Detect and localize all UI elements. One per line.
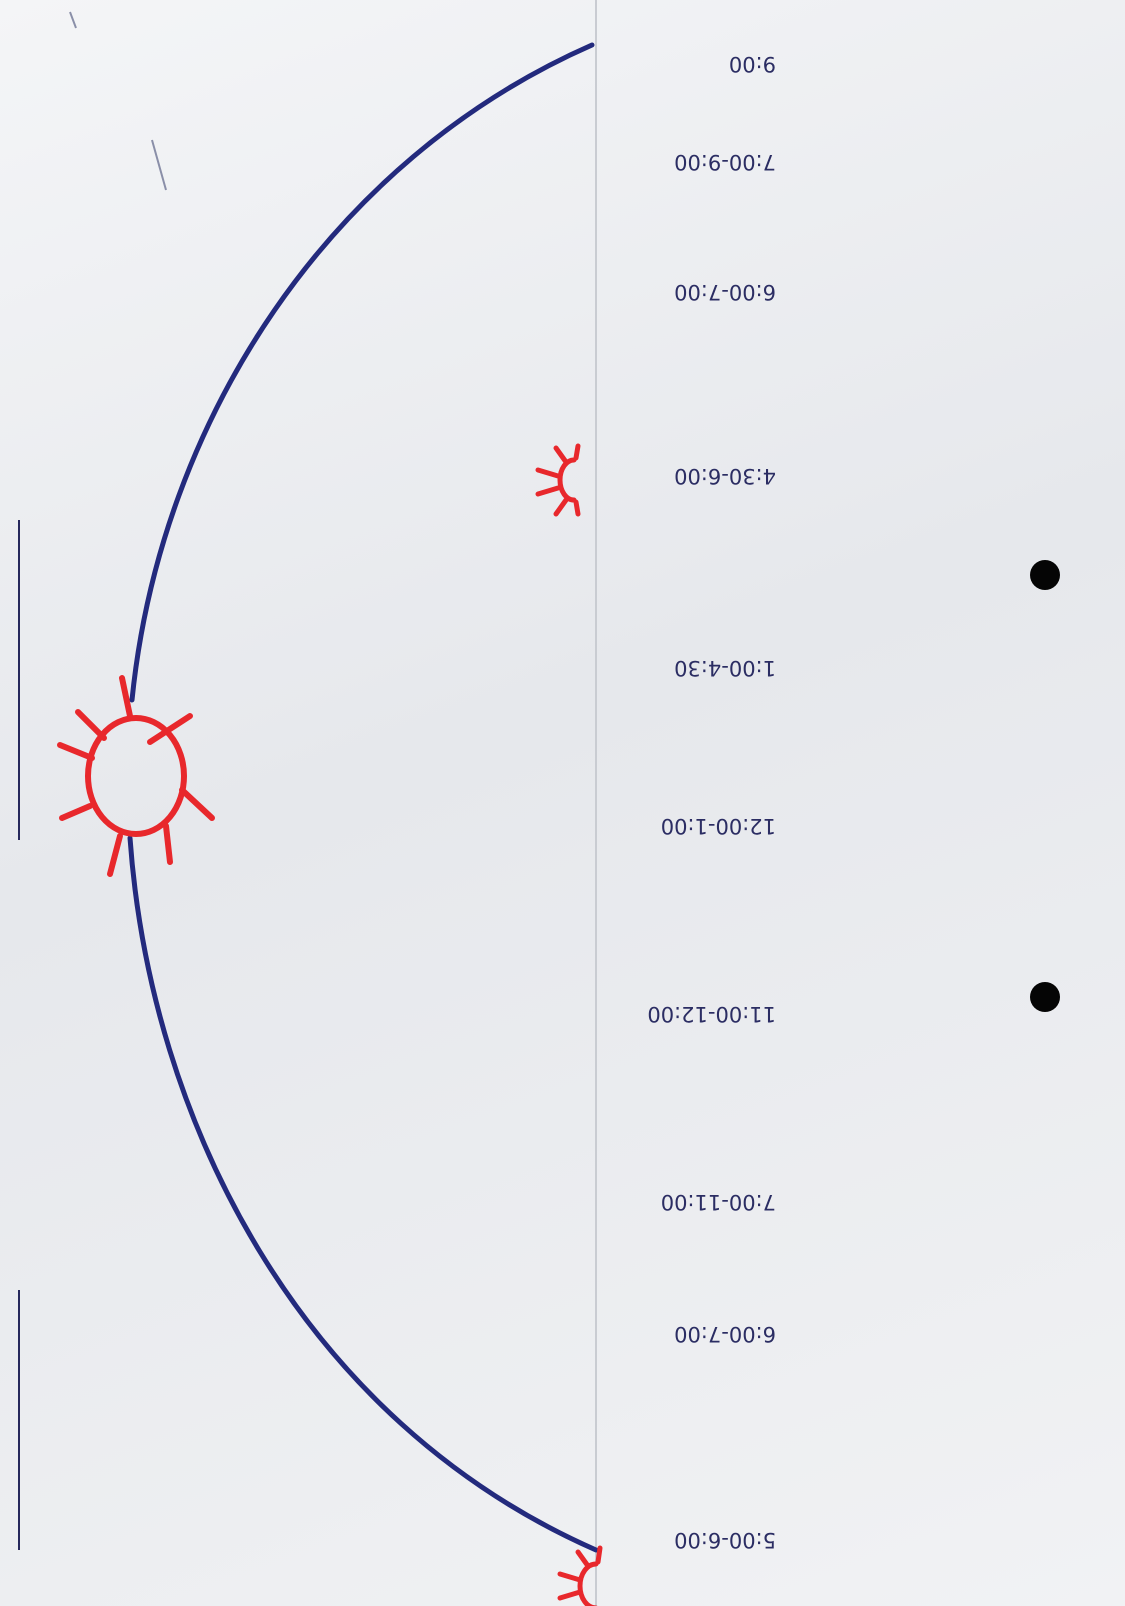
schedule-activity (790, 280, 1070, 310)
stray-pencil-mark (69, 11, 77, 29)
sun-icon (57, 675, 215, 877)
schedule-activity (790, 52, 1070, 82)
schedule-activity (790, 814, 1070, 844)
schedule-activity (790, 1190, 1070, 1220)
schedule-time: 6:00-7:00 (674, 280, 776, 304)
sun-icon (557, 1545, 603, 1606)
punch-hole (1030, 982, 1060, 1012)
sun-icon (535, 443, 581, 517)
side-caption (18, 1290, 80, 1550)
schedule-activity (790, 1002, 1070, 1032)
schedule-time: 7:00-11:00 (660, 1190, 776, 1214)
schedule-time: 4:30-6:00 (674, 464, 776, 488)
schedule-time: 6:00-7:00 (674, 1322, 776, 1346)
schedule-activity (790, 1528, 1070, 1558)
schedule-activity (790, 656, 1070, 686)
schedule-activity (790, 150, 1070, 180)
schedule-activity (790, 1322, 1070, 1352)
sun-path-arc (127, 42, 599, 1553)
schedule-activity (790, 464, 1070, 494)
schedule-time: 5:00-6:00 (674, 1528, 776, 1552)
schedule-time: 11:00-12:00 (647, 1002, 776, 1026)
stray-pencil-mark (151, 139, 167, 191)
schedule-time: 9:00 (728, 52, 776, 76)
schedule-time: 7:00-9:00 (674, 150, 776, 174)
side-caption (18, 520, 80, 840)
punch-hole (1030, 560, 1060, 590)
fold-line (595, 0, 597, 1606)
schedule-time: 1:00-4:30 (674, 656, 776, 680)
schedule-time: 12:00-1:00 (660, 814, 776, 838)
